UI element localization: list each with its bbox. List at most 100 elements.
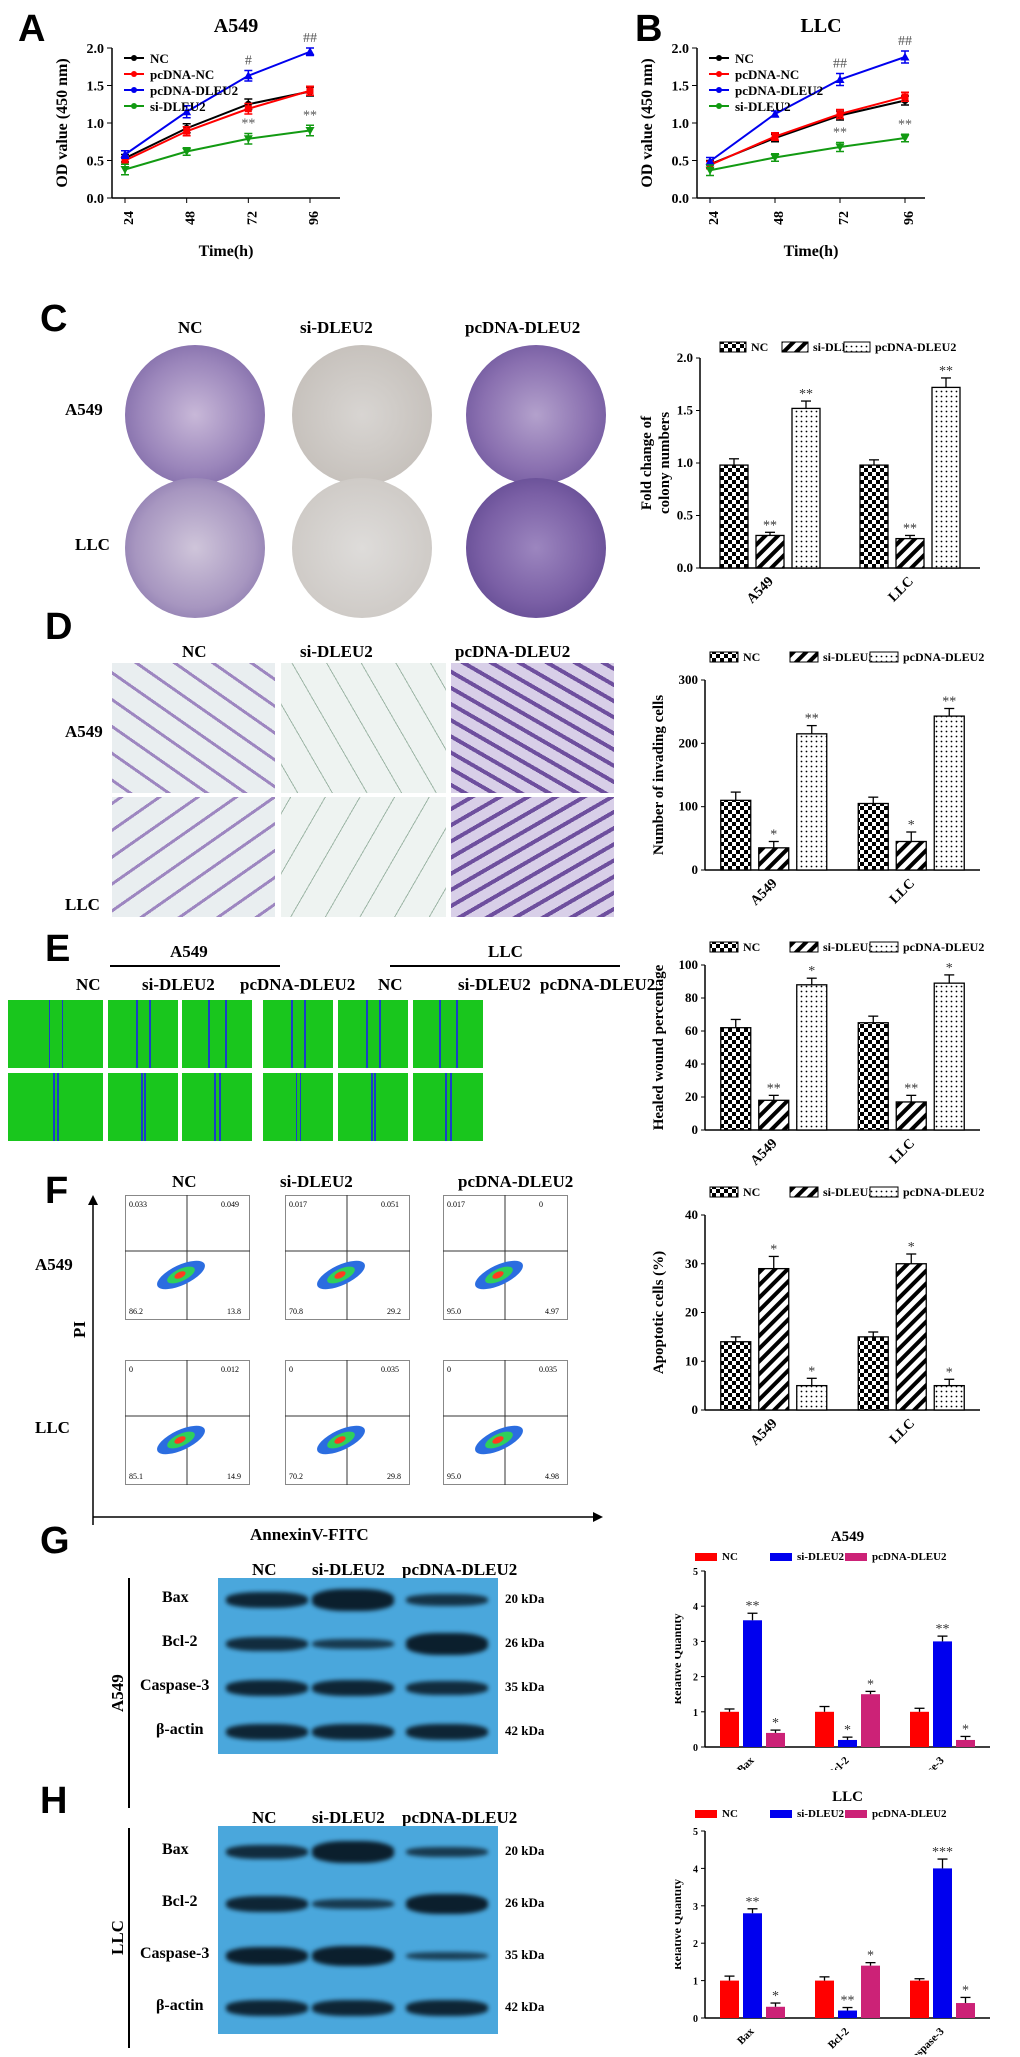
blot-band [226, 1637, 308, 1651]
blot-kda-label: 42 kDa [505, 1723, 545, 1738]
blot-kda-label: 35 kDa [505, 1679, 545, 1694]
quadrant-value-ll: 95.0 [447, 1307, 461, 1316]
bar [758, 1267, 790, 1411]
legend-swatch [770, 1810, 792, 1818]
blot-row-label: Bax [162, 1841, 189, 1858]
col-header-nc: NC [182, 642, 207, 661]
y-axis-label: Fold change of colony numbers [640, 412, 673, 514]
bar-chart-colony: 0.0 0.5 1.0 1.5 2.0 Fold change of colony numb… [640, 340, 980, 607]
category-label: Bcl-2 [826, 2025, 852, 2051]
y-axis-label: Relative Quantity [675, 1879, 684, 1970]
flow-plot-a549-pc: 0.017 0 95.0 4.97 [443, 1195, 568, 1320]
flow-plot-a549-nc: 0.033 0.049 86.2 13.8 [125, 1195, 250, 1320]
panel-label-a: A [18, 8, 46, 50]
data-point [121, 157, 129, 164]
data-point [705, 156, 715, 165]
y-tick-label: 0.0 [87, 192, 105, 207]
y-tick-label: 0 [693, 2014, 698, 2025]
data-point [836, 110, 844, 118]
y-tick-label: 0 [692, 862, 699, 877]
data-point [305, 47, 315, 56]
y-tick-label: 5 [693, 1827, 698, 1838]
bar [857, 1336, 889, 1411]
col-header-si: si-DLEU2 [280, 1172, 353, 1191]
legend-swatch [781, 341, 809, 353]
significance-mark: ** [903, 521, 917, 536]
y-tick-label: 300 [679, 672, 699, 687]
y-tick-label: 1.5 [677, 403, 694, 418]
legend-label: NC [722, 1808, 738, 1820]
y-tick-label: 1.0 [677, 455, 693, 470]
bar [720, 1711, 739, 1747]
wound-edge-line [141, 1073, 143, 1141]
blot-col-nc: NC [252, 1560, 277, 1579]
data-point [183, 127, 191, 135]
blot-bracket-a549 [128, 1578, 130, 1808]
flow-x-arrow [593, 1512, 603, 1522]
quadrant-value-ll: 70.2 [289, 1472, 303, 1481]
quadrant-value-lr: 14.9 [227, 1472, 241, 1481]
legend-label: pcDNA-DLEU2 [903, 1185, 984, 1199]
x-tick-label: 72 [837, 211, 852, 225]
quadrant-value-ll: 70.8 [289, 1307, 303, 1316]
row-label-llc: LLC [35, 1418, 70, 1437]
wound-image-48h-a549-nc [8, 1073, 103, 1141]
category-label: Bax [735, 1754, 757, 1770]
legend-marker [131, 103, 137, 109]
y-tick-label: 2 [693, 1673, 698, 1684]
quadrant-value-ur: 0.035 [381, 1365, 399, 1374]
bar [857, 802, 889, 871]
data-point [900, 134, 910, 143]
bar [956, 1739, 975, 1747]
y-tick-label: 0 [692, 1122, 699, 1137]
bar [815, 1711, 834, 1747]
wound-image-0h-llc-nc [263, 1000, 333, 1068]
legend-label: NC [743, 650, 760, 664]
blot-kda-label: 35 kDa [505, 1947, 545, 1962]
category-label: LLC [886, 574, 917, 605]
significance-mark: ** [833, 126, 847, 141]
y-tick-label: 1.5 [87, 80, 105, 95]
significance-mark: ## [898, 34, 912, 49]
category-label: A549 [744, 574, 777, 607]
bar [910, 1980, 929, 2018]
category-label: LLC [887, 1416, 918, 1447]
legend-label: NC [743, 1185, 760, 1199]
y-axis-label: OD value (450 nm) [639, 58, 656, 187]
data-point [835, 75, 845, 83]
panel-label-f: F [45, 1170, 69, 1212]
significance-mark: ## [833, 57, 847, 72]
blot-row-label: Caspase-3 [140, 1945, 210, 1962]
legend-label: pcDNA-DLEU2 [875, 340, 956, 354]
bar [895, 1101, 927, 1131]
significance-mark: * [770, 828, 777, 843]
y-tick-label: 80 [685, 990, 698, 1005]
blot-band [406, 2000, 488, 2016]
y-tick-label: 200 [679, 735, 699, 750]
category-label: Caspase-3 [904, 1754, 947, 1770]
legend-swatch [709, 941, 739, 953]
data-point [901, 93, 909, 101]
blot-band [312, 1899, 394, 1909]
legend-swatch [695, 1810, 717, 1818]
line-chart-a549: A549 0.0 0.5 1.0 1.5 2.0 24 48 72 96 Time(h) OD val… [54, 15, 340, 260]
wound-image-48h-llc-nc [263, 1073, 333, 1141]
chart-title: A549 [214, 15, 258, 37]
legend-swatch [869, 941, 899, 953]
flow-axes [88, 1195, 603, 1525]
flow-x-label: AnnexinV-FITC [250, 1525, 369, 1544]
wound-image-48h-llc-pc [413, 1073, 483, 1141]
blot-row-label: Caspase-3 [140, 1677, 210, 1694]
bar [895, 537, 925, 569]
blot-band [226, 2000, 308, 2016]
cell-population-peak [334, 1271, 346, 1279]
blot-band [406, 1594, 488, 1606]
significance-mark: * [844, 1723, 851, 1738]
legend-label: pcDNA-DLEU2 [872, 1808, 947, 1820]
data-point [770, 109, 780, 118]
y-tick-label: 30 [685, 1256, 698, 1271]
legend-swatch [789, 1186, 819, 1198]
y-tick-label: 2.0 [677, 350, 693, 365]
colony-dish-a549-nc [125, 345, 265, 485]
